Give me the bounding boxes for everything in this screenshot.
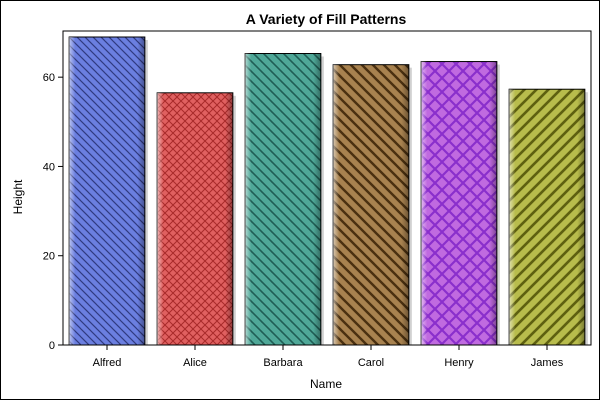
y-axis-label: Height	[11, 179, 25, 214]
x-tick-label: Alfred	[93, 357, 122, 369]
x-tick-label: Barbara	[263, 357, 303, 369]
bar-shading	[157, 92, 233, 345]
x-axis-label: Name	[310, 377, 342, 391]
bar-shading	[69, 37, 145, 345]
x-tick-label: Henry	[444, 357, 474, 369]
bars-group	[68, 36, 588, 346]
x-tick-label: James	[531, 357, 564, 369]
y-axis: 0 20 40 60	[43, 72, 63, 352]
y-tick-label: 40	[43, 161, 55, 173]
bar-shading	[421, 61, 497, 346]
y-tick-label: 60	[43, 72, 55, 84]
y-tick-label: 0	[49, 340, 55, 352]
plot-area-border	[62, 30, 592, 346]
bar-shading	[509, 89, 585, 345]
chart-title: A Variety of Fill Patterns	[246, 11, 407, 27]
bar-shading	[245, 53, 321, 346]
x-axis: Alfred Alice Barbara Carol Henry James	[93, 345, 564, 369]
x-tick-label: Carol	[358, 357, 384, 369]
x-tick-label: Alice	[183, 357, 207, 369]
y-tick-label: 20	[43, 251, 55, 263]
bar-shading	[333, 64, 409, 346]
